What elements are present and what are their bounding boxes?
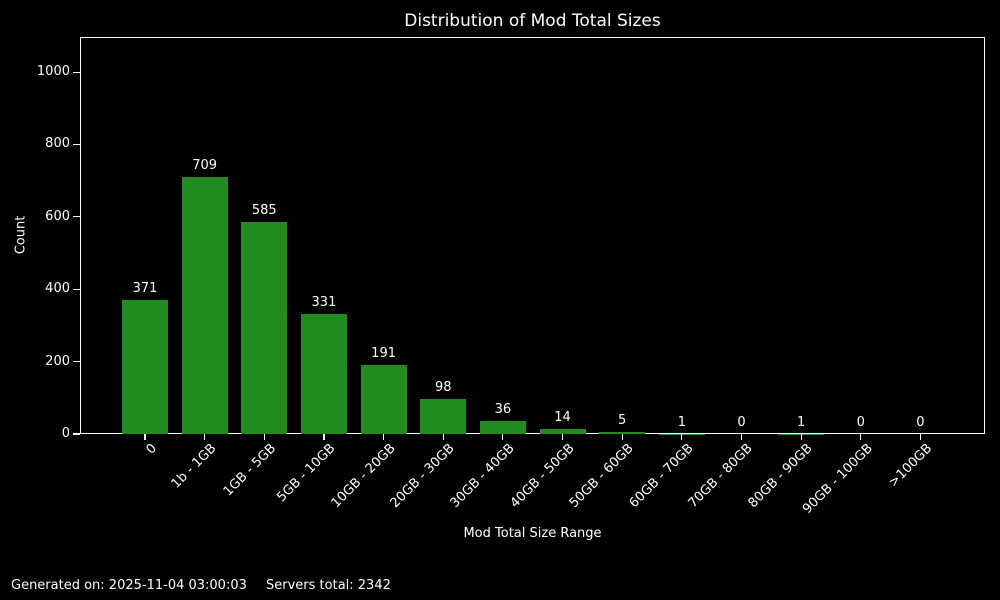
bar xyxy=(539,428,586,434)
x-tick-label: 90GB - 100GB xyxy=(799,441,876,517)
bar xyxy=(122,299,168,434)
y-tick-label: 200 xyxy=(45,353,70,369)
x-axis-label: Mod Total Size Range xyxy=(463,526,602,541)
y-tick xyxy=(73,288,80,290)
x-tick-label: 30GB - 40GB xyxy=(447,441,518,512)
y-tick xyxy=(73,71,80,73)
bar-value-label: 0 xyxy=(737,415,746,430)
bar-value-label: 585 xyxy=(251,203,277,219)
y-tick-label: 600 xyxy=(45,208,70,224)
bar-value-label: 709 xyxy=(192,158,218,174)
x-tick-label: 5GB - 10GB xyxy=(274,441,339,506)
x-tick xyxy=(681,434,683,440)
bar-value-label: 191 xyxy=(371,345,397,361)
x-tick xyxy=(919,434,922,440)
x-tick-label: >100GB xyxy=(885,441,936,491)
x-tick xyxy=(204,434,206,440)
bar-value-label: 331 xyxy=(311,295,337,311)
bar-value-label: 0 xyxy=(916,415,925,430)
x-tick xyxy=(144,434,146,440)
x-tick xyxy=(263,434,265,440)
x-tick xyxy=(323,434,325,440)
x-tick xyxy=(800,434,802,440)
x-tick xyxy=(621,434,623,440)
generated-timestamp: Generated on: 2025-11-04 03:00:03 xyxy=(11,578,247,593)
x-tick xyxy=(860,434,862,440)
bar xyxy=(599,432,646,434)
x-tick-label: 1GB - 5GB xyxy=(220,441,279,500)
bar-value-label: 14 xyxy=(554,409,571,425)
y-tick-label: 400 xyxy=(45,281,70,297)
y-tick xyxy=(73,361,80,363)
servers-total: Servers total: 2342 xyxy=(266,578,391,593)
x-tick-label: 60GB - 70GB xyxy=(626,441,697,512)
x-tick-label: 1b - 1GB xyxy=(168,441,220,492)
bar xyxy=(658,433,705,434)
x-tick-label: 70GB - 80GB xyxy=(686,441,757,512)
x-tick xyxy=(740,434,743,440)
bar-value-label: 371 xyxy=(132,280,158,296)
x-tick xyxy=(502,434,504,440)
bar xyxy=(241,222,288,434)
x-tick-label: 20GB - 30GB xyxy=(387,441,458,512)
x-tick-label: 40GB - 50GB xyxy=(507,441,578,512)
x-tick-label: 80GB - 90GB xyxy=(745,441,816,512)
bar xyxy=(360,364,407,434)
bar xyxy=(420,398,467,434)
x-tick-label: 50GB - 60GB xyxy=(566,441,637,512)
bar xyxy=(181,177,228,434)
x-tick xyxy=(561,434,564,440)
bar-value-label: 5 xyxy=(618,413,627,429)
bar xyxy=(300,314,347,434)
plot-area: 371 709 585 331 191 98 36 14 5 1 0 1 0 0 xyxy=(80,37,985,434)
y-axis-label: Count xyxy=(13,215,29,255)
y-tick-label: 0 xyxy=(61,426,70,441)
y-tick xyxy=(73,216,80,218)
y-tick-label: 800 xyxy=(45,136,70,152)
x-tick-label: 10GB - 20GB xyxy=(328,441,399,512)
y-tick xyxy=(73,433,80,435)
x-tick xyxy=(383,434,385,440)
chart-title: Distribution of Mod Total Sizes xyxy=(404,11,661,31)
y-tick-label: 1000 xyxy=(36,64,70,80)
bar-value-label: 1 xyxy=(797,414,806,430)
y-tick xyxy=(73,143,80,146)
bar-value-label: 1 xyxy=(677,414,686,430)
x-tick xyxy=(442,434,444,440)
bar xyxy=(479,420,526,434)
bar-value-label: 0 xyxy=(856,415,865,430)
footer: Generated on: 2025-11-04 03:00:03 Server… xyxy=(11,578,391,593)
bar-value-label: 36 xyxy=(494,401,512,417)
bar xyxy=(778,433,825,434)
bar-value-label: 98 xyxy=(434,379,452,395)
x-tick-label: 0 xyxy=(143,441,160,458)
